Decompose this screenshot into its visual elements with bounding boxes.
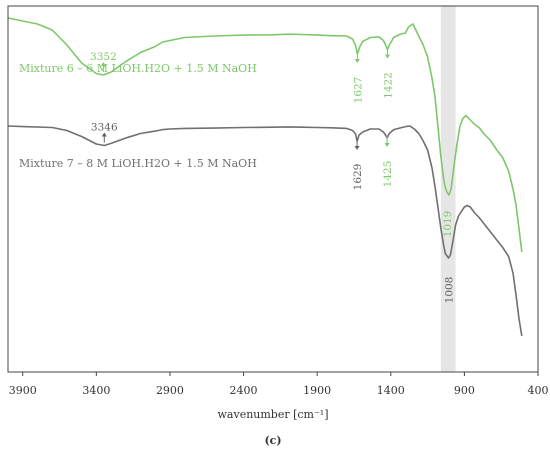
x-tick-label: 2900 [156,384,184,397]
peak-annotation-3352: 3352 [90,51,117,72]
series-layer [7,17,523,337]
peak-label: 1019 [442,211,454,238]
peak-arrowhead [385,54,391,59]
peak-annotation-1629: 1629 [352,139,364,190]
x-tick-label: 3400 [82,384,110,397]
x-tick-label: 1900 [303,384,331,397]
x-tick-label: 900 [454,384,475,397]
x-tick-label: 400 [528,384,549,397]
series-line-6 [7,17,523,253]
legend-layer: Mixture 6 – 6 M LiOH.H2O + 1.5 M NaOH Mi… [19,62,257,170]
peak-arrowhead [100,62,106,66]
plot-frame [7,5,539,373]
peak-annotation-1425: 1425 [382,136,394,187]
peak-annotation-1008: 1008 [444,277,456,304]
x-tick-label: 3900 [9,384,37,397]
peak-label: 1627 [352,77,364,104]
annotation-layer: 3352 1627 1422 1019 3346 1629 1425 1008 [90,47,456,304]
peak-arrowhead [101,132,107,137]
peak-annotation-3346: 3346 [91,122,118,143]
peak-label: 3346 [91,122,118,134]
x-tick-label: 1400 [377,384,405,397]
peak-annotation-1627: 1627 [352,52,364,103]
peak-label: 1425 [382,161,394,188]
peak-arrowhead [384,143,390,147]
series-line-7 [7,125,523,337]
peak-arrowhead [354,146,360,150]
peak-label: 3352 [90,51,117,63]
peak-label: 1629 [352,164,364,191]
peak-annotation-1019: 1019 [442,211,454,238]
peak-label: 1008 [444,277,456,304]
peak-label: 1422 [383,72,395,99]
series-label-mixture-6: Mixture 6 – 6 M LiOH.H2O + 1.5 M NaOH [19,62,257,75]
figure-caption: (c) [264,434,281,447]
x-axis: 3900 3400 2900 2400 1900 1400 900 400 [9,372,549,397]
series-label-mixture-7: Mixture 7 – 8 M LiOH.H2O + 1.5 M NaOH [19,157,257,170]
x-axis-label: wavenumber [cm⁻¹] [218,408,329,421]
peak-arrowhead [354,59,360,63]
x-tick-label: 2400 [230,384,258,397]
peak-annotation-1422: 1422 [383,47,395,99]
highlight-band [440,6,456,372]
